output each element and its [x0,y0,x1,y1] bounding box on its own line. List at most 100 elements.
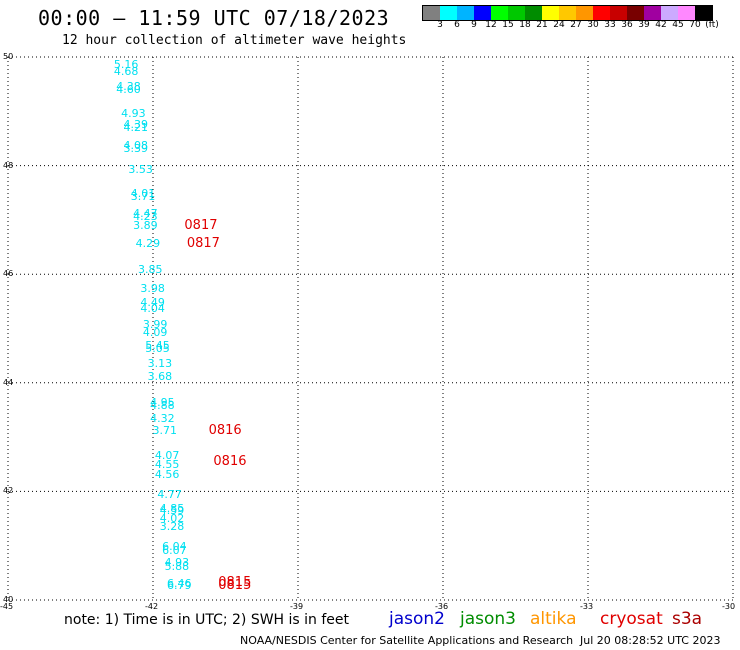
legend-swatch [457,6,474,20]
wave-height-reading: 3.71 [152,423,178,437]
latitude-tick-label: 46 [3,269,14,279]
wave-height-reading: 4.39 [123,118,149,132]
wave-height-reading: 6.79 [167,579,192,593]
wave-height-reading: 3.85 [138,263,163,277]
wave-height-reading: 5.05 [145,342,170,356]
map-title: 00:00 — 11:59 UTC 07/18/2023 [38,6,390,30]
legend-label: 18 [519,20,531,30]
legend-swatch [576,6,593,20]
wave-height-reading: 6.04 [162,539,187,553]
wave-height-reading: 4.49 [140,295,165,309]
wave-height-reading: 3.39 [123,142,149,156]
pass-time-label: 0816 [208,422,242,438]
legend-swatch [525,6,542,20]
pass-time-label: 0817 [184,217,218,233]
wave-height-reading: 4.93 [121,107,146,120]
legend-swatch [644,6,661,20]
legend-label: 27 [570,20,582,30]
legend-swatch [678,6,695,20]
pass-time-label: 0815 [218,575,252,591]
wave-height-color-legend [422,5,713,21]
wave-height-reading: 4.09 [142,325,168,339]
satellite-name-jason3: jason3 [460,609,516,629]
longitude-tick-label: -30 [722,602,736,611]
wave-height-reading: 4.07 [154,448,180,462]
footnote: note: 1) Time is in UTC; 2) SWH is in fe… [64,612,350,628]
wave-height-reading: 4.95 [150,395,175,409]
legend-swatch [661,6,678,20]
legend-swatch [695,6,712,20]
map-subtitle: 12 hour collection of altimeter wave hei… [62,33,407,48]
legend-swatch [508,6,525,20]
satellite-name-cryosat: cryosat [600,609,663,629]
wave-height-reading: 4.68 [113,65,139,79]
pass-time-label: 0815 [218,578,252,594]
legend-swatch [610,6,627,20]
wave-height-reading: 3.68 [147,370,173,384]
latitude-tick-label: 44 [3,377,14,387]
longitude-tick-label: -36 [435,602,449,611]
longitude-tick-label: -33 [580,602,594,611]
wave-height-reading: 3.98 [140,282,165,296]
legend-swatch [593,6,610,20]
wave-height-reading: 4.56 [154,468,180,482]
wave-height-reading: 3.99 [142,317,168,331]
legend-label: 24 [553,20,565,30]
wave-height-reading: 4.38 [116,80,141,94]
legend-label: 33 [604,20,616,30]
latitude-tick-label: 48 [3,160,14,170]
legend-label: 45 [672,20,684,30]
wave-height-reading: 4.59 [159,504,185,518]
wave-height-reading: 5.88 [164,559,190,573]
wave-height-reading: 6.07 [162,544,187,558]
wave-height-reading: 4.32 [150,411,175,425]
legend-label: 21 [536,20,548,30]
legend-swatch [474,6,491,20]
longitude-tick-label: -45 [0,602,14,611]
wave-height-reading: 4.29 [135,237,161,251]
wave-height-reading: 4.02 [159,512,185,526]
legend-label: 9 [471,20,477,30]
legend-label: 12 [485,20,497,30]
legend-swatch [542,6,559,20]
wave-height-reading: 6.46 [167,576,192,590]
wave-height-reading: 4.88 [150,398,175,412]
wave-height-reading: 4.77 [157,488,182,502]
wave-height-reading: 4.60 [116,83,141,97]
longitude-tick-label: -39 [290,602,304,611]
wave-height-reading: 3.53 [128,162,153,176]
satellite-name-altika: altika [530,609,577,629]
legend-swatch [491,6,508,20]
generation-timestamp: Jul 20 08:28:52 UTC 2023 [580,634,721,647]
legend-label: 39 [638,20,650,30]
wave-height-reading: 3.28 [159,519,185,533]
latitude-tick-label: 50 [3,52,14,61]
wave-height-reading: 3.89 [133,218,158,232]
wave-height-reading: 4.23 [133,210,158,224]
legend-label: 42 [655,20,667,30]
pass-time-label: 0816 [213,453,247,469]
credit-line: NOAA/NESDIS Center for Satellite Applica… [240,634,574,647]
pass-time-label: 0817 [186,236,220,252]
legend-labels: 3 6 9 12 15 18 21 24 27 30 33 36 39 42 45 70 (ft) [422,20,740,32]
latitude-tick-label: 40 [3,595,14,604]
wave-height-reading: 4.55 [154,458,180,472]
longitude-tick-label: -42 [145,602,159,611]
wave-height-reading: 4.47 [133,207,158,221]
satellite-name-jason2: jason2 [389,609,445,629]
legend-label: (ft) [705,20,719,30]
legend-swatch [440,6,457,20]
wave-height-reading: 3.71 [130,189,156,203]
legend-label: 6 [454,20,460,30]
wave-height-reading: 5.45 [145,338,170,352]
wave-height-reading: 4.93 [164,555,190,569]
wave-height-reading: 5.16 [113,58,139,72]
legend-swatch [627,6,644,20]
wave-height-reading: 3.13 [147,356,173,370]
wave-height-reading: 4.01 [130,187,156,201]
wave-height-reading: 4.04 [140,302,165,316]
satellite-name-s3a: s3a [672,609,703,629]
wave-height-reading: 4.21 [123,121,149,135]
